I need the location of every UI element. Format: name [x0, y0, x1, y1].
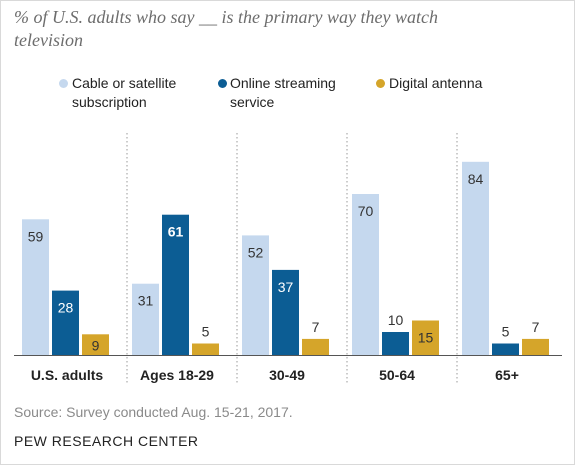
- data-label-cable: 31: [138, 293, 154, 309]
- data-label-antenna: 7: [312, 319, 320, 335]
- data-label-streaming: 5: [502, 324, 510, 340]
- bar-streaming: [52, 290, 79, 355]
- bar-streaming: [162, 214, 189, 355]
- bar-antenna: [192, 343, 219, 355]
- legend-label-cable: Cable or satellite subscription: [72, 74, 176, 112]
- bar-cable: [22, 219, 49, 355]
- bar-antenna: [412, 320, 439, 355]
- data-label-antenna: 15: [418, 330, 434, 346]
- legend-label-antenna-line1: Digital antenna: [389, 75, 483, 91]
- bar-antenna: [522, 338, 549, 355]
- bar-streaming: [272, 269, 299, 355]
- bar-cable: [132, 283, 159, 355]
- legend-swatch-streaming: [218, 79, 227, 88]
- legend-label-streaming-line2: service: [230, 94, 275, 110]
- legend-label-antenna: Digital antenna: [389, 74, 482, 93]
- data-label-antenna: 5: [202, 324, 210, 340]
- bar-antenna: [82, 334, 109, 355]
- data-label-antenna: 7: [532, 319, 540, 335]
- category-label: Ages 18-29: [140, 367, 214, 383]
- bar-antenna: [302, 338, 329, 355]
- legend-label-streaming: Online streaming service: [230, 74, 336, 112]
- category-label: U.S. adults: [31, 367, 104, 383]
- data-label-antenna: 9: [92, 337, 100, 353]
- data-label-cable: 84: [468, 171, 484, 187]
- legend-swatch-antenna: [376, 79, 385, 88]
- data-label-cable: 52: [248, 244, 264, 260]
- bar-streaming: [382, 332, 409, 355]
- category-label: 30-49: [269, 367, 305, 383]
- data-label-streaming: 10: [388, 312, 404, 328]
- legend-label-cable-line2: subscription: [72, 94, 147, 110]
- data-label-streaming: 61: [168, 224, 184, 240]
- data-label-streaming: 37: [278, 279, 294, 295]
- data-label-streaming: 28: [58, 300, 74, 316]
- bar-cable: [462, 161, 489, 355]
- legend-label-cable-line1: Cable or satellite: [72, 75, 177, 91]
- category-label: 65+: [495, 367, 519, 383]
- category-label: 50-64: [379, 367, 415, 383]
- source-note: Source: Survey conducted Aug. 15-21, 201…: [14, 404, 293, 420]
- chart-title: % of U.S. adults who say __ is the prima…: [14, 7, 438, 50]
- legend-label-streaming-line1: Online streaming: [230, 75, 336, 91]
- data-label-cable: 70: [358, 203, 374, 219]
- brand-footer: PEW RESEARCH CENTER: [14, 433, 199, 449]
- bar-streaming: [492, 343, 519, 355]
- data-label-cable: 59: [28, 228, 44, 244]
- legend-swatch-cable: [59, 79, 68, 88]
- bar-cable: [242, 235, 269, 355]
- bar-cable: [352, 194, 379, 355]
